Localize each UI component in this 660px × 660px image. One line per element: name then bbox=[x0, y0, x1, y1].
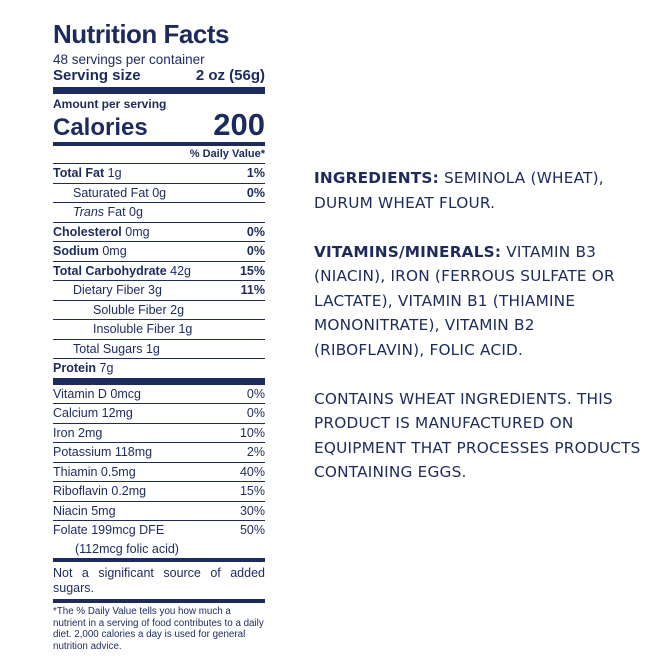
vitamin-row-riboflavin: Riboflavin 0.2mg 15% bbox=[53, 481, 265, 501]
vitamins-minerals-text: VITAMIN B3 (NIACIN), IRON (FERROUS SULFA… bbox=[314, 242, 615, 359]
vitamins-minerals-heading: VITAMINS/MINERALS: bbox=[314, 242, 502, 261]
nutrient-name: Total Carbohydrate bbox=[53, 263, 167, 278]
vitamin-dv: 40% bbox=[239, 464, 265, 479]
nutrition-facts-title: Nutrition Facts bbox=[53, 19, 229, 49]
vitamin-dv: 0% bbox=[246, 386, 265, 401]
nutrient-row-total-fat: Total Fat 1g 1% bbox=[53, 163, 265, 183]
nutrient-row-total-sugars: Total Sugars 1g bbox=[53, 338, 265, 359]
amount-per-serving: Amount per serving bbox=[53, 97, 167, 111]
nutrient-name: Dietary Fiber bbox=[73, 283, 145, 297]
nutrient-amount: 0mg bbox=[102, 244, 127, 258]
nutrient-row-soluble-fiber: Soluble Fiber 2g bbox=[53, 299, 265, 320]
nutrient-dv: 0% bbox=[246, 244, 265, 258]
vitamins-minerals-paragraph: VITAMINS/MINERALS: VITAMIN B3 (NIACIN), … bbox=[314, 240, 644, 363]
ingredients-heading: INGREDIENTS: bbox=[314, 169, 439, 187]
calories-label: Calories bbox=[53, 114, 148, 141]
vitamin-name: Niacin 5mg bbox=[53, 503, 116, 518]
vitamin-dv: 15% bbox=[239, 484, 265, 498]
vitamin-dv: 0% bbox=[246, 406, 265, 420]
vitamin-dv: 10% bbox=[239, 425, 265, 440]
serving-size-value: 2 oz (56g) bbox=[195, 67, 265, 84]
vitamin-row-vitamin-d: Vitamin D 0mcg 0% bbox=[53, 385, 265, 404]
nutrient-row-sodium: Sodium 0mg 0% bbox=[53, 241, 265, 261]
vitamin-row-folate: Folate 199mcg DFE 50% bbox=[53, 520, 265, 540]
vitamin-name: Iron 2mg bbox=[53, 425, 103, 440]
nutrient-row-saturated-fat: Saturated Fat 0g 0% bbox=[53, 182, 265, 203]
vitamin-name: Thiamin 0.5mg bbox=[53, 464, 136, 479]
ingredients-text: SEMINOLA (WHEAT), DURUM WHEAT FLOUR. bbox=[314, 169, 604, 212]
nutrient-name: Total Sugars bbox=[73, 341, 143, 356]
nutrient-name: Total Fat bbox=[53, 166, 105, 180]
ingredients-paragraph: INGREDIENTS: SEMINOLA (WHEAT), DURUM WHE… bbox=[314, 166, 644, 215]
vitamin-row-thiamin: Thiamin 0.5mg 40% bbox=[53, 461, 265, 482]
daily-value-footnote: *The % Daily Value tells you how much a … bbox=[53, 606, 264, 652]
vitamin-name: Folate 199mcg DFE bbox=[53, 523, 165, 537]
vitamin-name: Vitamin D 0mcg bbox=[53, 386, 141, 401]
spacer bbox=[314, 215, 644, 240]
nutrition-facts-panel: Nutrition Facts 48 servings per containe… bbox=[53, 20, 265, 652]
nutrient-row-total-carbohydrate: Total Carbohydrate 42g 15% bbox=[53, 260, 265, 281]
nutrient-dv: 15% bbox=[239, 263, 265, 278]
daily-value-header: % Daily Value* bbox=[53, 142, 265, 163]
nutrient-row-dietary-fiber: Dietary Fiber 3g 11% bbox=[53, 280, 265, 300]
vitamin-row-iron: Iron 2mg 10% bbox=[53, 422, 265, 443]
nutrient-name: Cholesterol bbox=[53, 224, 122, 239]
nutrient-row-protein: Protein 7g bbox=[53, 358, 265, 378]
servings-per-container: 48 servings per container bbox=[53, 52, 205, 67]
serving-size-row: Serving size 2 oz (56g) bbox=[53, 67, 265, 85]
vitamin-row-potassium: Potassium 118mg 2% bbox=[53, 442, 265, 462]
nutrient-name: Insoluble Fiber bbox=[93, 322, 175, 336]
vitamin-dv: 30% bbox=[239, 503, 265, 518]
nutrient-row-trans-fat: Trans Fat 0g bbox=[53, 202, 265, 222]
nutrient-amount: 2g bbox=[170, 302, 185, 317]
nutrient-amount: 3g bbox=[148, 283, 162, 297]
nutrient-name: Trans bbox=[73, 205, 105, 219]
vitamin-name: Calcium 12mg bbox=[53, 406, 133, 420]
calories-value: 200 bbox=[213, 107, 265, 142]
nutrient-amount: 1g bbox=[178, 322, 193, 336]
nutrient-amount: 0g bbox=[152, 185, 167, 200]
vitamin-dv: 2% bbox=[246, 445, 265, 459]
nutrient-dv: 0% bbox=[246, 224, 265, 239]
folic-acid-note: (112mcg folic acid) bbox=[75, 541, 179, 556]
nutrient-amount: 1g bbox=[145, 341, 160, 356]
nutrient-name: Soluble Fiber bbox=[93, 302, 167, 317]
nutrient-dv: 1% bbox=[246, 166, 265, 180]
vitamin-row-niacin: Niacin 5mg 30% bbox=[53, 500, 265, 521]
not-significant-note: Not a significant source of added sugars… bbox=[53, 566, 265, 595]
ingredients-block: INGREDIENTS: SEMINOLA (WHEAT), DURUM WHE… bbox=[314, 166, 644, 485]
nutrient-dv: 11% bbox=[240, 283, 265, 297]
calories-row: Calories 200 bbox=[53, 107, 265, 142]
nutrient-row-insoluble-fiber: Insoluble Fiber 1g bbox=[53, 319, 265, 339]
nutrient-amount: Fat 0g bbox=[107, 205, 143, 219]
nutrient-amount: 0mg bbox=[125, 224, 150, 239]
thick-divider bbox=[53, 377, 265, 385]
vitamin-name: Potassium 118mg bbox=[53, 445, 153, 459]
nutrient-dv: 0% bbox=[246, 185, 265, 200]
serving-size-label: Serving size bbox=[53, 67, 141, 84]
medium-divider bbox=[53, 599, 265, 603]
nutrient-name: Sodium bbox=[53, 244, 99, 258]
nutrient-amount: 7g bbox=[99, 361, 114, 375]
allergen-statement: CONTAINS WHEAT INGREDIENTS. THIS PRODUCT… bbox=[314, 389, 641, 482]
nutrient-amount: 42g bbox=[170, 263, 192, 278]
nutrient-name: Saturated Fat bbox=[73, 185, 149, 200]
nutrient-name: Protein bbox=[53, 361, 97, 375]
medium-divider bbox=[53, 558, 265, 562]
nutrient-amount: 1g bbox=[107, 166, 122, 180]
vitamin-name: Riboflavin 0.2mg bbox=[53, 484, 147, 498]
nutrient-row-cholesterol: Cholesterol 0mg 0% bbox=[53, 221, 265, 242]
vitamin-row-calcium: Calcium 12mg 0% bbox=[53, 403, 265, 423]
spacer bbox=[314, 362, 644, 387]
thick-divider bbox=[53, 87, 265, 94]
vitamin-dv: 50% bbox=[239, 523, 265, 537]
